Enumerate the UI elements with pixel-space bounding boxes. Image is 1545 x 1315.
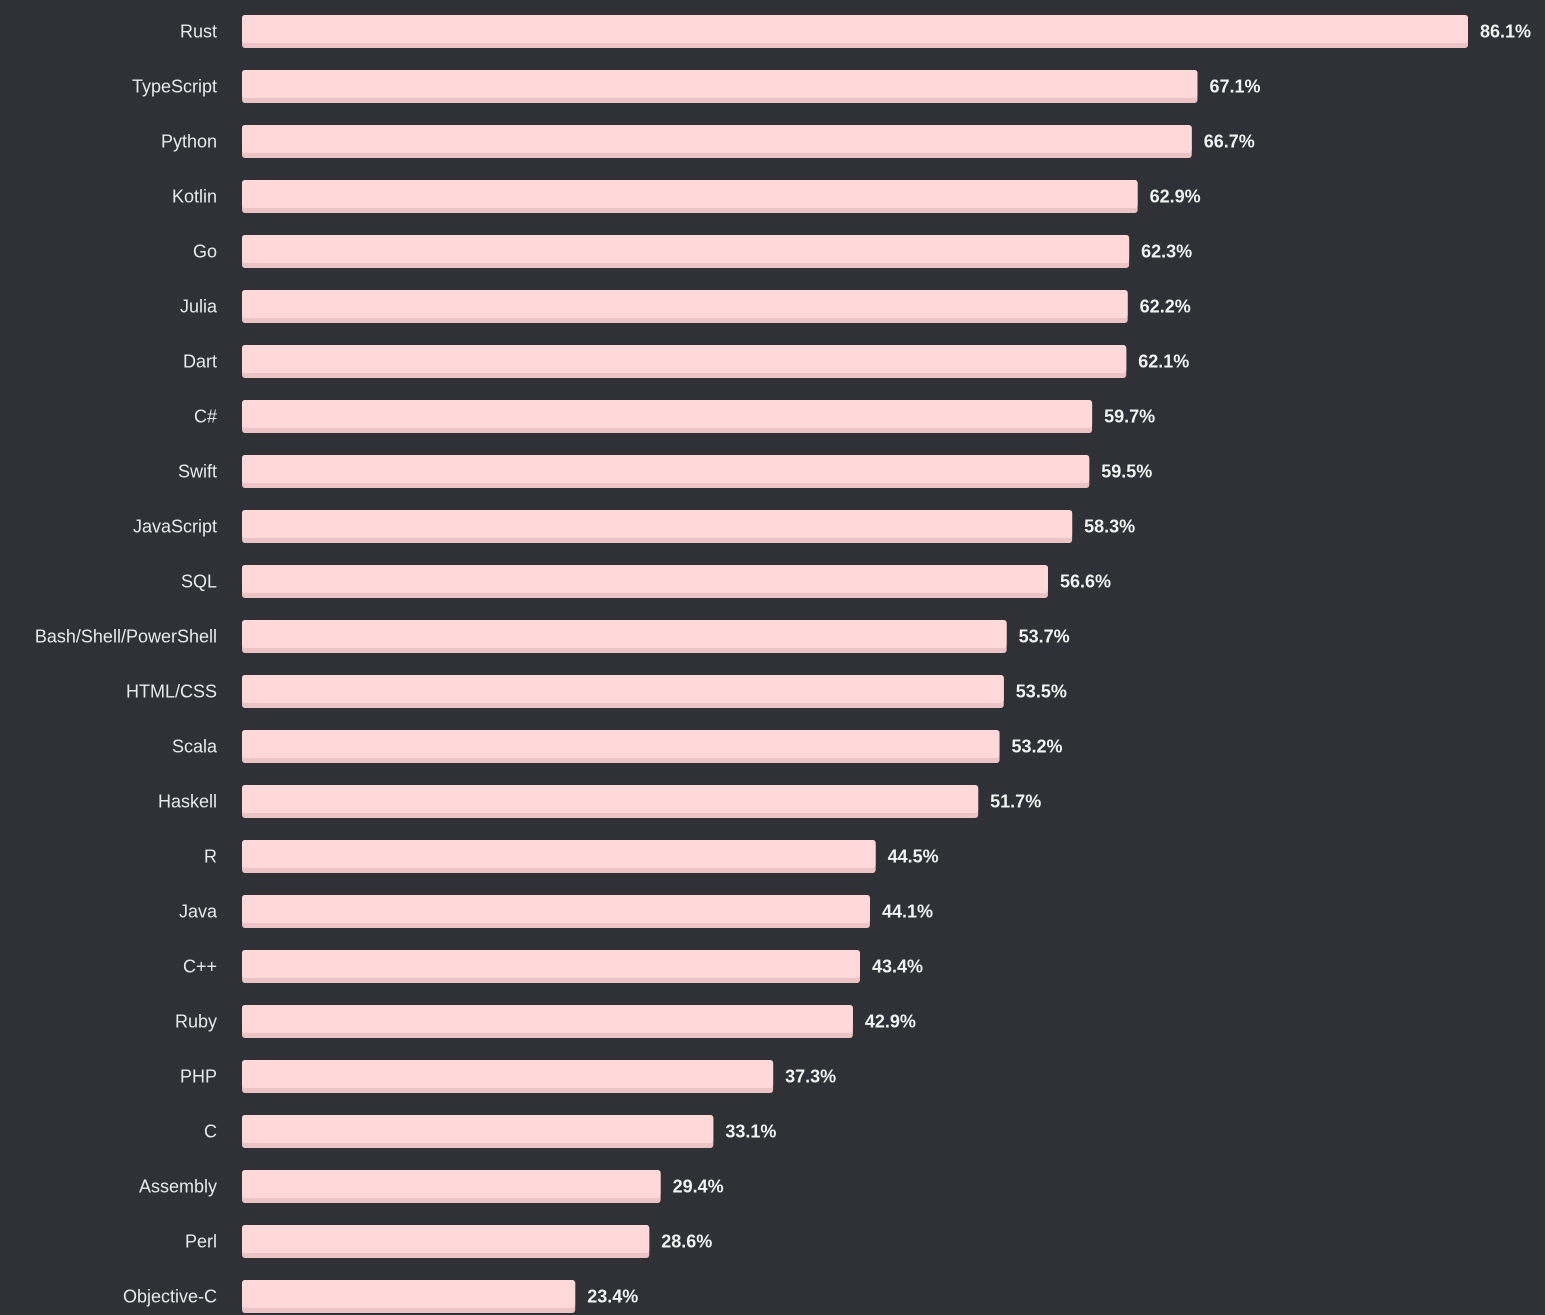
value-label: 58.3% — [1084, 517, 1135, 537]
bar — [242, 1280, 576, 1308]
value-label: 37.3% — [785, 1067, 836, 1087]
bar-row: C# 59.7% — [194, 400, 1155, 433]
value-label: 62.9% — [1150, 187, 1201, 207]
bar-row: C++ 43.4% — [183, 950, 923, 983]
bar — [242, 400, 1093, 428]
value-label: 62.2% — [1140, 297, 1191, 317]
bar — [242, 15, 1468, 43]
bar-row: HTML/CSS 53.5% — [126, 675, 1067, 708]
bar-row: R 44.5% — [204, 840, 939, 873]
value-label: 33.1% — [725, 1122, 776, 1142]
bar-row: Swift 59.5% — [178, 455, 1152, 488]
bar — [242, 235, 1130, 263]
value-label: 28.6% — [661, 1232, 712, 1252]
bar — [242, 840, 876, 868]
bar-row: Go 62.3% — [193, 235, 1192, 268]
value-label: 51.7% — [990, 792, 1041, 812]
category-label: Perl — [185, 1232, 217, 1252]
bar-row: TypeScript 67.1% — [132, 70, 1261, 103]
bar — [242, 785, 979, 813]
bar — [242, 180, 1138, 208]
bar — [242, 455, 1090, 483]
bar — [242, 730, 1000, 758]
bar-row: Ruby 42.9% — [175, 1005, 916, 1038]
category-label: Rust — [180, 22, 217, 42]
bar-row: Kotlin 62.9% — [172, 180, 1201, 213]
bar-row: Bash/Shell/PowerShell 53.7% — [35, 620, 1070, 653]
bar-row: Haskell 51.7% — [158, 785, 1041, 818]
value-label: 53.2% — [1012, 737, 1063, 757]
category-label: C++ — [183, 957, 217, 977]
value-label: 59.5% — [1101, 462, 1152, 482]
bar — [242, 565, 1048, 593]
bar — [242, 895, 870, 923]
bar — [242, 345, 1127, 373]
bar — [242, 1060, 774, 1088]
category-label: SQL — [181, 572, 217, 592]
category-label: Kotlin — [172, 187, 217, 207]
category-label: Swift — [178, 462, 217, 482]
bar-row: C 33.1% — [204, 1115, 776, 1148]
bar-row: Scala 53.2% — [172, 730, 1063, 763]
category-label: Python — [161, 132, 217, 152]
bar — [242, 950, 860, 978]
category-label: Go — [193, 242, 217, 262]
value-label: 62.3% — [1141, 242, 1192, 262]
category-label: Ruby — [175, 1012, 217, 1032]
bar-row: Rust 86.1% — [180, 15, 1531, 48]
category-label: Haskell — [158, 792, 217, 812]
value-label: 67.1% — [1209, 77, 1260, 97]
category-label: R — [204, 847, 217, 867]
value-label: 42.9% — [865, 1012, 916, 1032]
category-label: TypeScript — [132, 77, 217, 97]
category-label: HTML/CSS — [126, 682, 217, 702]
category-label: Objective-C — [123, 1287, 217, 1307]
category-label: C# — [194, 407, 217, 427]
value-label: 59.7% — [1104, 407, 1155, 427]
value-label: 43.4% — [872, 957, 923, 977]
bar — [242, 510, 1073, 538]
bar-row: Objective-C 23.4% — [123, 1280, 638, 1313]
value-label: 53.5% — [1016, 682, 1067, 702]
bar — [242, 675, 1004, 703]
bar — [242, 290, 1128, 318]
bar-row: Julia 62.2% — [180, 290, 1191, 323]
bar-row: Python 66.7% — [161, 125, 1255, 158]
bar — [242, 125, 1192, 153]
value-label: 44.1% — [882, 902, 933, 922]
value-label: 62.1% — [1138, 352, 1189, 372]
value-label: 29.4% — [673, 1177, 724, 1197]
value-label: 44.5% — [888, 847, 939, 867]
category-label: Java — [179, 902, 218, 922]
value-label: 56.6% — [1060, 572, 1111, 592]
value-label: 86.1% — [1480, 22, 1531, 42]
category-label: JavaScript — [133, 517, 217, 537]
bar — [242, 1005, 853, 1033]
category-label: Julia — [180, 297, 218, 317]
category-label: Scala — [172, 737, 218, 757]
category-label: Assembly — [139, 1177, 217, 1197]
value-label: 53.7% — [1019, 627, 1070, 647]
bar-row: Perl 28.6% — [185, 1225, 712, 1258]
bar — [242, 1225, 650, 1253]
bar — [242, 1115, 714, 1143]
value-label: 66.7% — [1204, 132, 1255, 152]
category-label: Dart — [183, 352, 217, 372]
category-label: Bash/Shell/PowerShell — [35, 627, 217, 647]
value-label: 23.4% — [587, 1287, 638, 1307]
bar-row: Java 44.1% — [179, 895, 933, 928]
bar — [242, 620, 1007, 648]
category-label: PHP — [180, 1067, 217, 1087]
bar-row: PHP 37.3% — [180, 1060, 836, 1093]
bar — [242, 1170, 661, 1198]
bar — [242, 70, 1198, 98]
bar-row: Dart 62.1% — [183, 345, 1189, 378]
category-label: C — [204, 1122, 217, 1142]
bar-row: JavaScript 58.3% — [133, 510, 1135, 543]
bar-row: Assembly 29.4% — [139, 1170, 724, 1203]
bar-row: SQL 56.6% — [181, 565, 1111, 598]
